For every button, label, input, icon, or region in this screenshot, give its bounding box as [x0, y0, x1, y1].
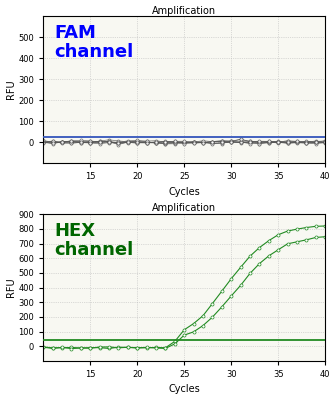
Title: Amplification: Amplification [152, 204, 216, 214]
X-axis label: Cycles: Cycles [168, 384, 200, 394]
X-axis label: Cycles: Cycles [168, 186, 200, 196]
Text: FAM
channel: FAM channel [54, 24, 134, 61]
Title: Amplification: Amplification [152, 6, 216, 16]
Y-axis label: RFU: RFU [6, 278, 15, 297]
Text: HEX
channel: HEX channel [54, 222, 134, 259]
Y-axis label: RFU: RFU [6, 80, 15, 100]
